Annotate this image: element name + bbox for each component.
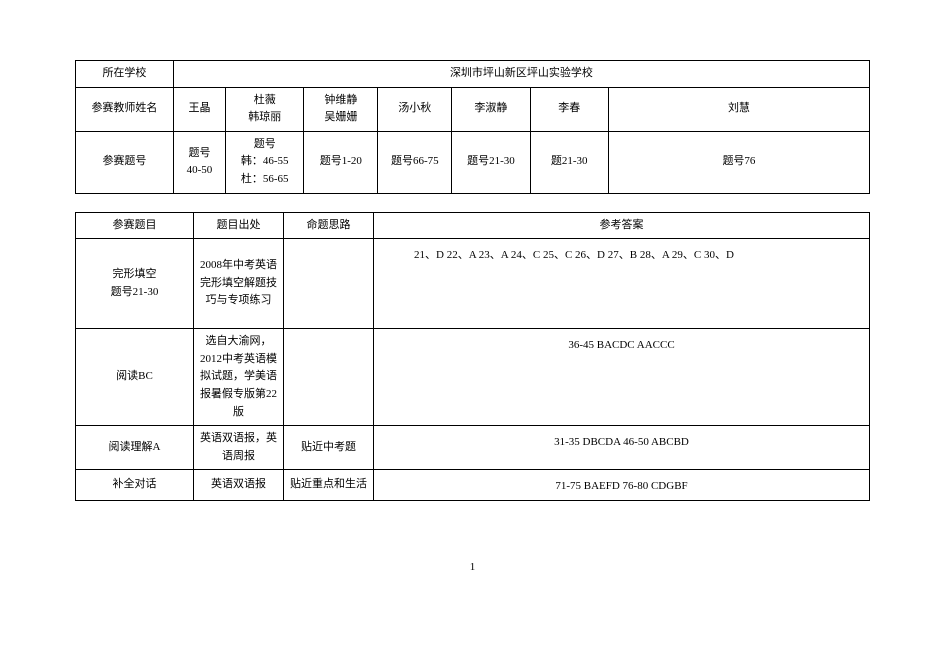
header-topic: 参赛题目 <box>76 212 194 239</box>
answers-table: 参赛题目 题目出处 命题思路 参考答案 完形填空题号21-30 2008年中考英… <box>75 212 870 501</box>
answer-cell: 71-75 BAEFD 76-80 CDGBF <box>374 470 870 501</box>
thinking-cell: 贴近重点和生活 <box>284 470 374 501</box>
answer-cell: 21、D 22、A 23、A 24、C 25、C 26、D 27、B 28、A … <box>374 239 870 329</box>
teacher-label: 参赛教师姓名 <box>76 87 174 131</box>
teacher-cell: 钟维静吴姗姗 <box>304 87 378 131</box>
question-number-label: 参赛题号 <box>76 131 174 193</box>
source-cell: 2008年中考英语完形填空解题技巧与专项练习 <box>194 239 284 329</box>
teacher-cell: 杜薇韩琼丽 <box>226 87 304 131</box>
source-cell: 选自大渝网，2012中考英语模拟试题，学美语报暑假专版第22版 <box>194 329 284 426</box>
topic-cell: 阅读理解A <box>76 426 194 470</box>
question-number-cell: 题21-30 <box>530 131 608 193</box>
question-number-cell: 题号韩：46-55杜：56-65 <box>226 131 304 193</box>
teacher-cell: 汤小秋 <box>378 87 452 131</box>
school-value: 深圳市坪山新区坪山实验学校 <box>173 61 869 88</box>
source-cell: 英语双语报，英语周报 <box>194 426 284 470</box>
thinking-cell <box>284 329 374 426</box>
teacher-cell: 李淑静 <box>452 87 530 131</box>
table-row: 参赛题号 题号40-50 题号韩：46-55杜：56-65 题号1-20 题号6… <box>76 131 870 193</box>
table-header-row: 参赛题目 题目出处 命题思路 参考答案 <box>76 212 870 239</box>
table-row: 阅读理解A 英语双语报，英语周报 贴近中考题 31-35 DBCDA 46-50… <box>76 426 870 470</box>
school-label: 所在学校 <box>76 61 174 88</box>
table-row: 完形填空题号21-30 2008年中考英语完形填空解题技巧与专项练习 21、D … <box>76 239 870 329</box>
question-number-cell: 题号76 <box>608 131 869 193</box>
teacher-cell: 李春 <box>530 87 608 131</box>
table-row: 补全对话 英语双语报 贴近重点和生活 71-75 BAEFD 76-80 CDG… <box>76 470 870 501</box>
teacher-cell: 王晶 <box>173 87 225 131</box>
answer-cell: 31-35 DBCDA 46-50 ABCBD <box>374 426 870 470</box>
page-number: 1 <box>75 561 870 573</box>
topic-cell: 阅读BC <box>76 329 194 426</box>
table-row: 参赛教师姓名 王晶 杜薇韩琼丽 钟维静吴姗姗 汤小秋 李淑静 李春 刘慧 <box>76 87 870 131</box>
question-number-cell: 题号66-75 <box>378 131 452 193</box>
question-number-cell: 题号1-20 <box>304 131 378 193</box>
header-thinking: 命题思路 <box>284 212 374 239</box>
header-answer: 参考答案 <box>374 212 870 239</box>
answer-cell: 36-45 BACDC AACCC <box>374 329 870 426</box>
thinking-cell <box>284 239 374 329</box>
topic-cell: 补全对话 <box>76 470 194 501</box>
topic-cell: 完形填空题号21-30 <box>76 239 194 329</box>
table-row: 阅读BC 选自大渝网，2012中考英语模拟试题，学美语报暑假专版第22版 36-… <box>76 329 870 426</box>
question-number-cell: 题号40-50 <box>173 131 225 193</box>
source-cell: 英语双语报 <box>194 470 284 501</box>
table-row: 所在学校 深圳市坪山新区坪山实验学校 <box>76 61 870 88</box>
teacher-cell: 刘慧 <box>608 87 869 131</box>
thinking-cell: 贴近中考题 <box>284 426 374 470</box>
school-teachers-table: 所在学校 深圳市坪山新区坪山实验学校 参赛教师姓名 王晶 杜薇韩琼丽 钟维静吴姗… <box>75 60 870 194</box>
question-number-cell: 题号21-30 <box>452 131 530 193</box>
header-source: 题目出处 <box>194 212 284 239</box>
